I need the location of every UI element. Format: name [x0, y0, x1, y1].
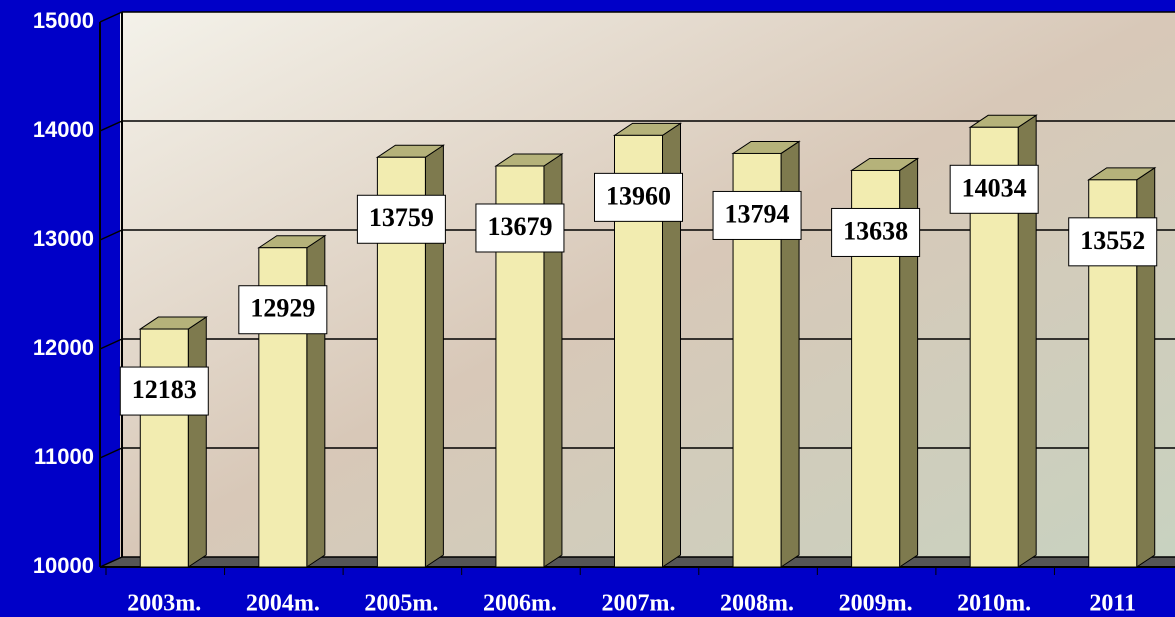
- x-tick-label: 2011: [1089, 591, 1136, 617]
- grid-line: [100, 12, 122, 22]
- value-label: 13794: [725, 199, 790, 228]
- value-label: 13759: [369, 203, 434, 232]
- value-label: 12929: [250, 294, 315, 323]
- grid-line: [100, 448, 122, 458]
- y-tick-label: 11000: [34, 444, 94, 469]
- value-label: 14034: [962, 173, 1027, 202]
- bar: [140, 329, 188, 567]
- y-tick-label: 12000: [33, 335, 94, 360]
- bar-side: [188, 317, 206, 567]
- grid-line: [100, 230, 122, 240]
- y-tick-label: 13000: [33, 226, 94, 251]
- x-tick-label: 2003m.: [127, 591, 201, 617]
- x-tick-label: 2006m.: [483, 591, 557, 617]
- value-label: 13960: [606, 181, 671, 210]
- x-tick-label: 2008m.: [720, 591, 794, 617]
- y-tick-label: 14000: [33, 117, 94, 142]
- y-tick-label: 15000: [33, 8, 94, 33]
- value-label: 13638: [843, 216, 908, 245]
- y-tick-label: 10000: [33, 553, 94, 578]
- chart: 10000 11000 12000 13000 14000 15000 2003m. 1218…: [0, 0, 1175, 617]
- x-tick-label: 2004m.: [246, 591, 320, 617]
- x-tick-label: 2005m.: [364, 591, 438, 617]
- value-label: 13679: [487, 212, 552, 241]
- grid-line: [100, 121, 122, 131]
- x-tick-label: 2007m.: [602, 591, 676, 617]
- x-tick-label: 2010m.: [957, 591, 1031, 617]
- x-tick-label: 2009m.: [839, 591, 913, 617]
- grid-line: [100, 339, 122, 349]
- value-label: 12183: [132, 375, 197, 404]
- value-label: 13552: [1080, 226, 1145, 255]
